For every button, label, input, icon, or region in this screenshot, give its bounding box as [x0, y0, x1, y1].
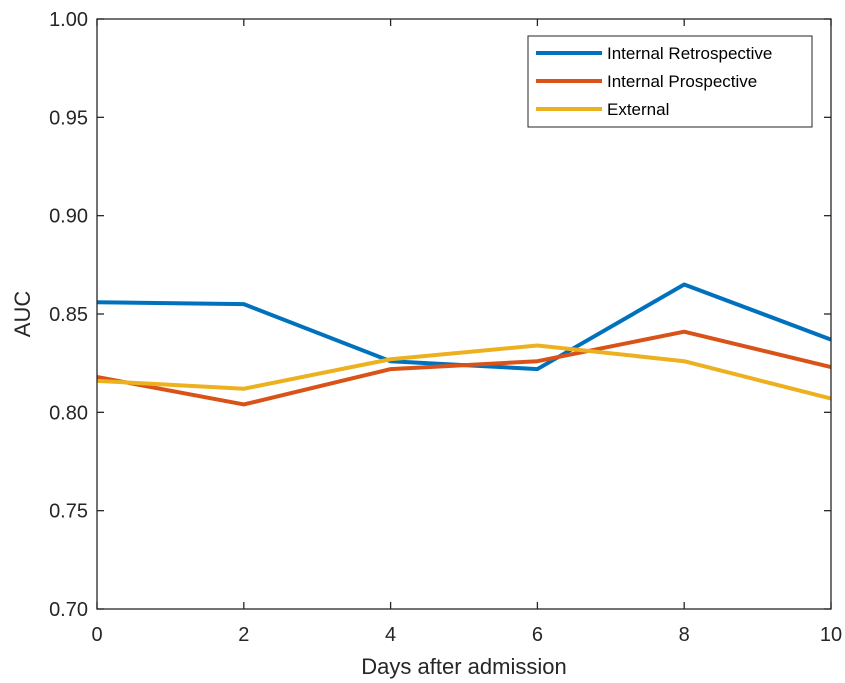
y-tick-label: 0.95 [49, 107, 88, 129]
x-tick-label: 4 [385, 624, 396, 646]
y-tick-label: 0.80 [49, 402, 88, 424]
x-tick-label: 8 [679, 624, 690, 646]
legend-label-1: Internal Retrospective [607, 44, 772, 63]
x-tick-label: 10 [820, 624, 842, 646]
y-tick-labels: 0.70 0.75 0.80 0.85 0.90 0.95 1.00 [49, 9, 88, 621]
x-axis-label: Days after admission [361, 654, 566, 679]
y-tick-label: 0.90 [49, 206, 88, 228]
y-axis-label: AUC [10, 291, 35, 338]
series-lines [96, 282, 832, 407]
x-tick-labels: 0 2 4 6 8 10 [91, 624, 842, 646]
x-tick-label: 2 [238, 624, 249, 646]
legend: Internal Retrospective Internal Prospecti… [527, 35, 813, 128]
x-tick-label: 6 [532, 624, 543, 646]
series-line-1 [96, 282, 832, 372]
y-tick-label: 0.70 [49, 599, 88, 621]
legend-label-3: External [607, 100, 669, 119]
legend-label-2: Internal Prospective [607, 72, 757, 91]
x-tick-label: 0 [91, 624, 102, 646]
y-tick-label: 0.75 [49, 501, 88, 523]
series-line-3 [96, 343, 832, 401]
y-tick-label: 0.85 [49, 304, 88, 326]
series-line-2 [96, 329, 832, 407]
plot-frame [96, 18, 832, 610]
y-tick-label: 1.00 [49, 9, 88, 31]
